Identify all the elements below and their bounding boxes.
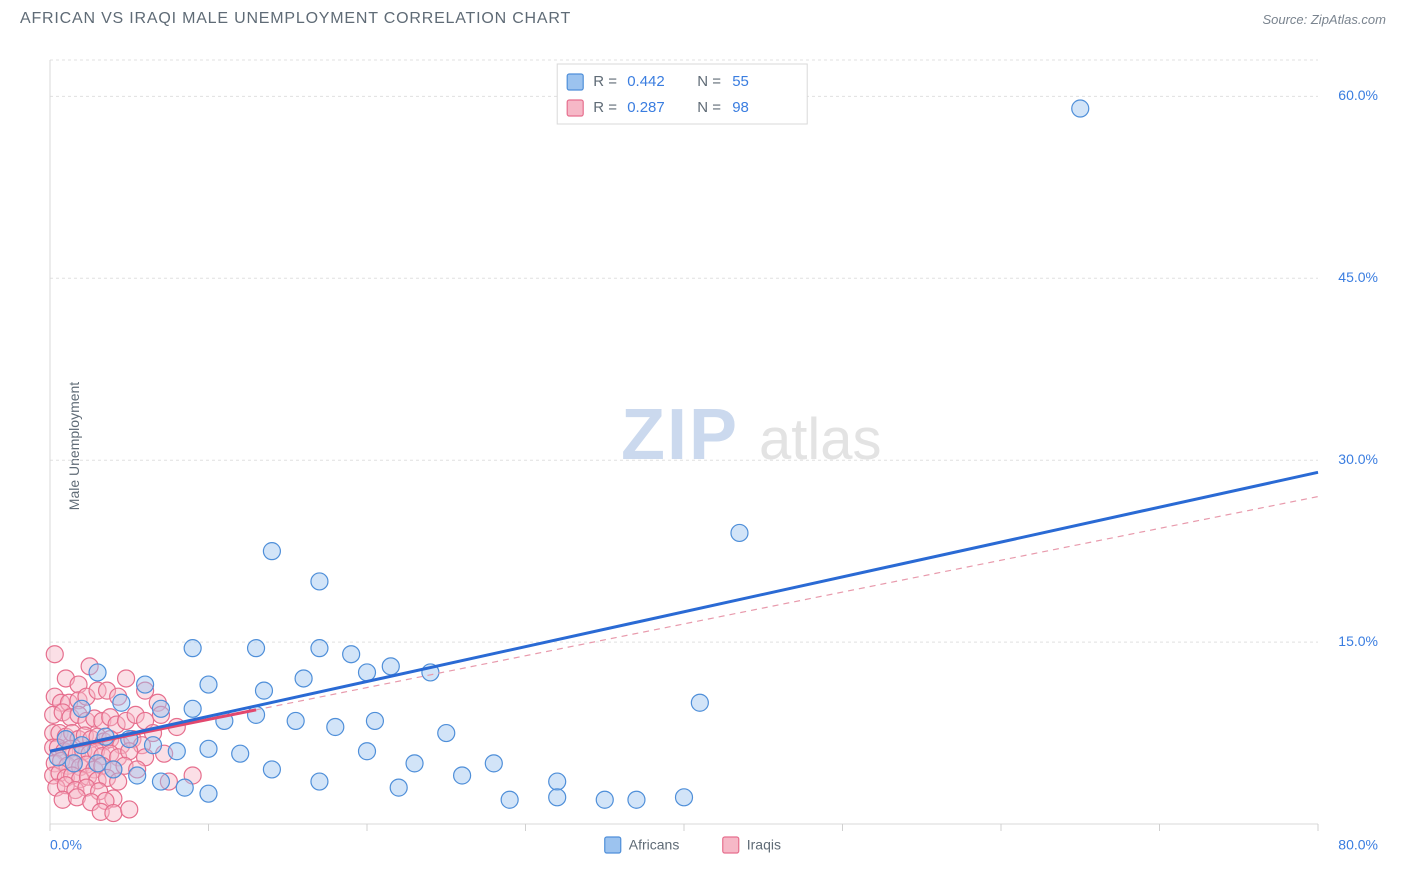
scatter-point bbox=[113, 694, 130, 711]
scatter-point bbox=[359, 743, 376, 760]
scatter-point bbox=[105, 805, 122, 822]
bottom-legend-label: Iraqis bbox=[747, 837, 781, 853]
scatter-point bbox=[485, 755, 502, 772]
scatter-chart: 15.0% 30.0% 45.0% 60.0% 0.0% 80.0% ZIP atlas R =… bbox=[44, 50, 1386, 862]
source-label: Source: bbox=[1262, 12, 1310, 27]
scatter-point bbox=[46, 646, 63, 663]
scatter-point bbox=[168, 743, 185, 760]
scatter-point bbox=[200, 740, 217, 757]
svg-text:N =: N = bbox=[697, 73, 721, 90]
scatter-point bbox=[676, 789, 693, 806]
scatter-point bbox=[176, 779, 193, 796]
scatter-point bbox=[248, 706, 265, 723]
scatter-point bbox=[105, 761, 122, 778]
svg-text:atlas: atlas bbox=[759, 407, 882, 472]
scatter-point bbox=[137, 676, 154, 693]
trendline-solid-africans bbox=[50, 472, 1318, 751]
scatter-point bbox=[248, 640, 265, 657]
svg-text:45.0%: 45.0% bbox=[1338, 269, 1378, 285]
scatter-point bbox=[152, 773, 169, 790]
scatter-point bbox=[200, 785, 217, 802]
scatter-point bbox=[454, 767, 471, 784]
series-africans bbox=[49, 100, 1088, 808]
legend-swatch bbox=[567, 100, 583, 116]
chart-area: 15.0% 30.0% 45.0% 60.0% 0.0% 80.0% ZIP atlas R =… bbox=[44, 50, 1386, 862]
scatter-point bbox=[382, 658, 399, 675]
scatter-point bbox=[549, 789, 566, 806]
svg-text:ZIP: ZIP bbox=[621, 395, 739, 475]
scatter-point bbox=[129, 767, 146, 784]
scatter-point bbox=[366, 712, 383, 729]
scatter-point bbox=[295, 670, 312, 687]
scatter-point bbox=[255, 682, 272, 699]
bottom-legend-label: Africans bbox=[629, 837, 680, 853]
header: AFRICAN VS IRAQI MALE UNEMPLOYMENT CORRE… bbox=[0, 0, 1406, 34]
scatter-point bbox=[263, 543, 280, 560]
scatter-point bbox=[121, 801, 138, 818]
scatter-point bbox=[73, 700, 90, 717]
scatter-point bbox=[232, 745, 249, 762]
svg-text:N =: N = bbox=[697, 99, 721, 116]
scatter-point bbox=[263, 761, 280, 778]
scatter-point bbox=[65, 755, 82, 772]
bottom-legend-swatch bbox=[723, 837, 739, 853]
scatter-point bbox=[1072, 100, 1089, 117]
scatter-point bbox=[343, 646, 360, 663]
scatter-point bbox=[89, 664, 106, 681]
scatter-point bbox=[731, 524, 748, 541]
scatter-point bbox=[200, 676, 217, 693]
watermark: ZIP atlas bbox=[621, 395, 882, 475]
svg-text:60.0%: 60.0% bbox=[1338, 87, 1378, 103]
source: Source: ZipAtlas.com bbox=[1262, 12, 1386, 27]
svg-text:R =: R = bbox=[593, 73, 617, 90]
scatter-point bbox=[89, 755, 106, 772]
source-name: ZipAtlas.com bbox=[1311, 12, 1386, 27]
svg-text:80.0%: 80.0% bbox=[1338, 837, 1378, 853]
scatter-point bbox=[145, 737, 162, 754]
scatter-point bbox=[501, 791, 518, 808]
scatter-point bbox=[691, 694, 708, 711]
scatter-point bbox=[118, 670, 135, 687]
chart-title: AFRICAN VS IRAQI MALE UNEMPLOYMENT CORRE… bbox=[20, 10, 571, 28]
svg-text:0.287: 0.287 bbox=[627, 99, 665, 116]
scatter-point bbox=[152, 700, 169, 717]
svg-text:98: 98 bbox=[732, 99, 749, 116]
svg-text:0.442: 0.442 bbox=[627, 73, 665, 90]
scatter-point bbox=[628, 791, 645, 808]
scatter-point bbox=[184, 640, 201, 657]
scatter-point bbox=[287, 712, 304, 729]
scatter-point bbox=[596, 791, 613, 808]
bottom-legend-swatch bbox=[605, 837, 621, 853]
scatter-point bbox=[311, 573, 328, 590]
svg-text:0.0%: 0.0% bbox=[50, 837, 82, 853]
svg-text:30.0%: 30.0% bbox=[1338, 451, 1378, 467]
svg-text:15.0%: 15.0% bbox=[1338, 633, 1378, 649]
scatter-point bbox=[549, 773, 566, 790]
scatter-point bbox=[390, 779, 407, 796]
scatter-point bbox=[406, 755, 423, 772]
scatter-point bbox=[327, 718, 344, 735]
svg-text:55: 55 bbox=[732, 73, 749, 90]
scatter-point bbox=[438, 725, 455, 742]
scatter-point bbox=[359, 664, 376, 681]
scatter-point bbox=[311, 773, 328, 790]
scatter-point bbox=[311, 640, 328, 657]
legend-swatch bbox=[567, 74, 583, 90]
svg-text:R =: R = bbox=[593, 99, 617, 116]
scatter-point bbox=[184, 700, 201, 717]
